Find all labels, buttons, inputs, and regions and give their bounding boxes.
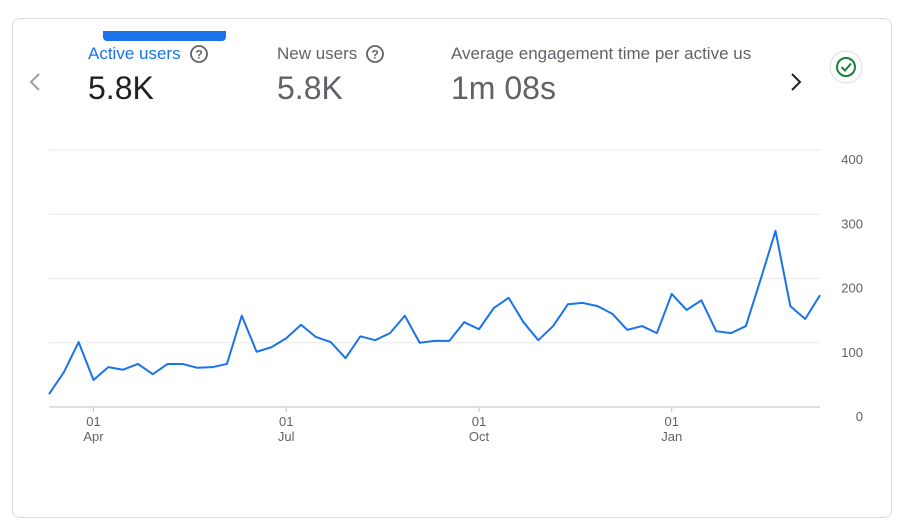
metric-label: New users [277, 44, 358, 63]
card [12, 18, 892, 518]
metric-value: 1m 08s [451, 70, 556, 106]
metric-label: Active users [88, 44, 181, 63]
svg-text:?: ? [372, 48, 379, 62]
metric-label: Average engagement time per active us [451, 44, 752, 63]
y-tick-label: 100 [841, 345, 863, 360]
line-series [48, 229, 821, 395]
selected-tab-indicator [103, 31, 226, 41]
help-icon[interactable]: ? [365, 44, 385, 64]
x-tick-label: 01 Apr [83, 414, 104, 444]
status-check[interactable] [829, 50, 863, 84]
x-tick-label: 01 Oct [469, 414, 490, 444]
x-tick-label: 01 Jul [278, 414, 295, 444]
y-tick-label: 400 [841, 152, 863, 167]
metric-value: 5.8K [88, 70, 154, 106]
next-arrow[interactable] [791, 73, 802, 91]
metric-value: 5.8K [277, 70, 343, 106]
metric[interactable]: Active users ? 5.8K [88, 44, 209, 107]
y-tick-label: 300 [841, 216, 863, 231]
y-tick-label: 0 [856, 409, 863, 424]
svg-text:?: ? [195, 48, 202, 62]
help-icon[interactable]: ? [189, 44, 209, 64]
metric[interactable]: Average engagement time per active us 1m… [451, 44, 773, 107]
y-tick-label: 200 [841, 281, 863, 296]
metric[interactable]: New users ? 5.8K [277, 44, 385, 107]
prev-arrow[interactable] [29, 73, 40, 91]
x-tick-label: 01 Jan [661, 414, 682, 444]
